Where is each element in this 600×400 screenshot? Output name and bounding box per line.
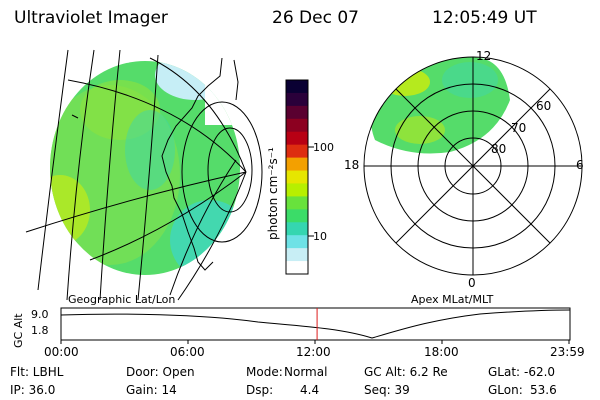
info-dsp-label: Dsp: xyxy=(246,383,274,397)
colorbar-segment xyxy=(286,196,308,210)
colorbar-segment xyxy=(286,183,308,197)
info-mode-label: Mode: xyxy=(246,365,283,379)
mlt-label-12: 12 xyxy=(476,49,491,63)
info-dsp-value: 4.4 xyxy=(300,383,320,397)
info-gain: Gain: 14 xyxy=(126,383,177,397)
colorbar-unit-label: photon cm⁻²s⁻¹ xyxy=(266,147,280,240)
timeline-x-tick-2: 12:00 xyxy=(296,345,331,359)
colorbar-tick-100: 100 xyxy=(313,141,334,154)
info-glon-label: GLon: xyxy=(488,383,523,397)
timeline-x-tick-0: 00:00 xyxy=(44,345,79,359)
info-gc-alt: GC Alt: 6.2 Re xyxy=(364,365,448,379)
instrument-title: Ultraviolet Imager xyxy=(14,8,168,28)
timeline-y-tick-min: 1.8 xyxy=(31,324,49,337)
timeline-axis-title: GC Alt xyxy=(12,313,25,348)
colorbar-segment xyxy=(286,157,308,172)
geographic-image xyxy=(25,49,263,301)
info-glon-value: 53.6 xyxy=(530,383,557,397)
info-seq: Seq: 39 xyxy=(364,383,410,397)
colorbar-segment xyxy=(286,144,308,159)
colorbar: 100 10 photon cm⁻²s⁻¹ xyxy=(266,79,334,275)
colorbar-segment xyxy=(286,92,308,107)
timeline-x-tick-3: 18:00 xyxy=(424,345,459,359)
geo-plot-title: Geographic Lat/Lon xyxy=(68,293,175,306)
mlt-label-0: 0 xyxy=(468,276,476,290)
colorbar-segment xyxy=(286,105,308,120)
timeline-plot: GC Alt 9.0 1.8 xyxy=(12,307,571,348)
colorbar-tick-10: 10 xyxy=(313,230,327,243)
mlat-label-60: 60 xyxy=(536,99,551,113)
colorbar-segment xyxy=(286,235,308,249)
polar-plot-title: Apex MLat/MLT xyxy=(411,293,494,306)
mlat-label-80: 80 xyxy=(491,142,506,156)
time-label: 12:05:49 UT xyxy=(432,8,537,28)
date-label: 26 Dec 07 xyxy=(272,8,359,28)
mlat-label-70: 70 xyxy=(511,121,526,135)
info-mode-value: Normal xyxy=(284,365,328,379)
timeline-x-tick-1: 06:00 xyxy=(170,345,205,359)
colorbar-segment xyxy=(286,131,308,146)
mlt-label-18: 18 xyxy=(344,158,359,172)
timeline-y-tick-max: 9.0 xyxy=(31,308,49,321)
info-filter: Flt: LBHL xyxy=(10,365,64,379)
colorbar-segment xyxy=(286,248,308,262)
info-door: Door: Open xyxy=(126,365,195,379)
colorbar-segment xyxy=(286,222,308,236)
colorbar-segment xyxy=(286,209,308,223)
info-glat-label: GLat: xyxy=(488,365,521,379)
colorbar-segment xyxy=(286,261,308,275)
info-ip: IP: 36.0 xyxy=(10,383,56,397)
polar-image: 12 0 18 6 60 70 80 xyxy=(344,49,584,290)
colorbar-segment xyxy=(286,118,308,133)
colorbar-segment xyxy=(286,80,308,94)
timeline-x-tick-4: 23:59 xyxy=(550,345,585,359)
info-glat-value: -62.0 xyxy=(524,365,556,379)
colorbar-segment xyxy=(286,170,308,184)
mlt-label-6: 6 xyxy=(576,158,584,172)
